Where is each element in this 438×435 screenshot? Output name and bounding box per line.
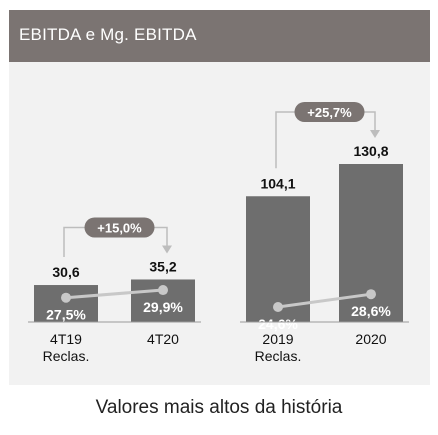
bar-value-label: 130,8 <box>353 143 388 159</box>
growth-arrowhead <box>370 130 380 138</box>
category-label: Reclas. <box>43 348 90 364</box>
margin-point <box>158 285 168 296</box>
chart-title: EBITDA e Mg. EBITDA <box>19 25 197 44</box>
growth-arrowhead <box>162 245 172 254</box>
margin-point <box>366 289 376 300</box>
bar <box>34 285 98 322</box>
chart-header: EBITDA e Mg. EBITDA <box>9 10 430 62</box>
category-label: 4T19 <box>50 331 82 347</box>
bar-value-label: 35,2 <box>149 258 176 274</box>
margin-point <box>273 302 283 312</box>
category-label: 4T20 <box>147 331 179 347</box>
margin-line <box>277 292 372 309</box>
bar-value-label: 104,1 <box>260 175 295 191</box>
bar <box>246 196 310 322</box>
margin-label: 27,5% <box>46 307 86 323</box>
margin-point <box>61 292 71 303</box>
growth-pill <box>84 217 155 238</box>
bar-value-label: 30,6 <box>52 264 79 280</box>
category-label: 2020 <box>355 331 386 347</box>
growth-label: +25,7% <box>307 105 352 120</box>
category-label: Reclas. <box>255 348 302 364</box>
margin-label: 28,6% <box>351 303 391 319</box>
growth-label: +15,0% <box>97 220 142 235</box>
margin-label: 24,6% <box>258 316 298 332</box>
growth-pill <box>294 102 365 122</box>
category-label: 2019 <box>262 331 293 347</box>
chart-footer-caption: Valores mais altos da história <box>95 397 343 418</box>
margin-label: 29,9% <box>143 299 183 315</box>
margin-line <box>65 288 164 300</box>
